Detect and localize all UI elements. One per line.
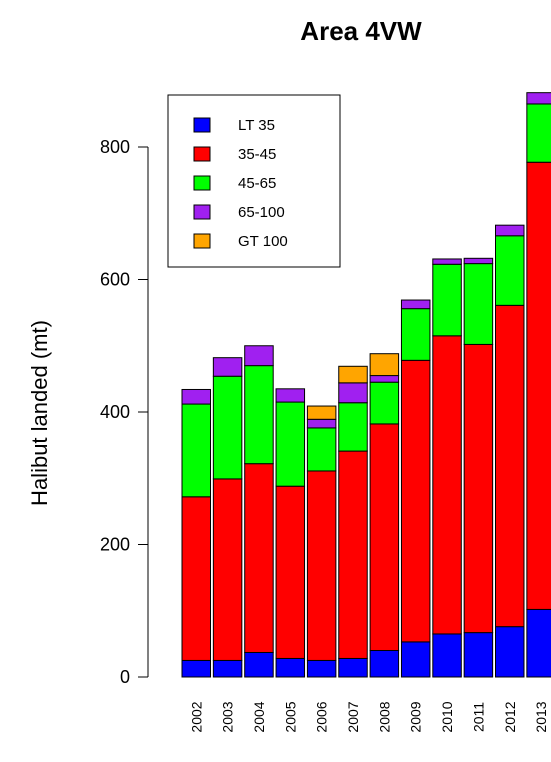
bar-segment bbox=[275, 401, 306, 487]
legend-label: GT 100 bbox=[238, 233, 288, 250]
bar-segment bbox=[338, 365, 368, 384]
bar-segment bbox=[495, 235, 525, 306]
bar-segment bbox=[432, 335, 462, 635]
legend-label: 45-65 bbox=[238, 175, 276, 192]
legend-swatch bbox=[193, 117, 211, 133]
bar-segment bbox=[338, 382, 368, 404]
x-tick-label: 2002 bbox=[188, 701, 204, 732]
bar-segment bbox=[526, 161, 551, 610]
y-tick-label: 0 bbox=[120, 667, 130, 687]
x-tick-label: 2010 bbox=[439, 701, 455, 732]
bar-segment bbox=[400, 641, 431, 678]
y-tick-label: 600 bbox=[100, 270, 130, 290]
bar-stack-2010 bbox=[432, 258, 462, 678]
bar-segment bbox=[463, 632, 494, 678]
bar-segment bbox=[369, 375, 400, 383]
bar-segment bbox=[463, 343, 494, 634]
bar-segment bbox=[338, 657, 368, 678]
bar-segment bbox=[432, 633, 462, 678]
bar-segment bbox=[244, 365, 274, 465]
x-tick-label: 2005 bbox=[282, 701, 298, 732]
bar-segment bbox=[306, 418, 337, 429]
bar-segment bbox=[338, 450, 368, 659]
y-axis-label: Halibut landed (mt) bbox=[27, 320, 52, 506]
bar-segment bbox=[463, 257, 494, 265]
bar-segment bbox=[306, 470, 337, 661]
x-tick-label: 2004 bbox=[251, 701, 267, 732]
y-tick-label: 400 bbox=[100, 402, 130, 422]
bar-segment bbox=[495, 626, 525, 678]
legend-label: LT 35 bbox=[238, 117, 275, 134]
bar-stack-2011 bbox=[463, 257, 494, 678]
bar-segment bbox=[181, 496, 211, 661]
bar-segment bbox=[275, 657, 306, 678]
x-axis: 2002 2003 2004 2005 2006 2007 2008 2009 2010 2011… bbox=[188, 701, 549, 732]
bar-segment bbox=[526, 608, 551, 678]
x-tick-label: 2009 bbox=[408, 701, 424, 732]
bar-segment bbox=[306, 405, 337, 420]
bar-segment bbox=[495, 224, 525, 237]
x-tick-label: 2003 bbox=[220, 701, 236, 732]
bar-segment bbox=[244, 651, 274, 678]
bar-stack-2013 bbox=[526, 92, 551, 678]
y-axis: 0 200 400 600 800 bbox=[100, 137, 149, 687]
bar-segment bbox=[181, 388, 211, 405]
bar-segment bbox=[212, 659, 243, 678]
bar-segment bbox=[526, 103, 551, 163]
x-tick-label: 2007 bbox=[345, 701, 361, 732]
bar-segment bbox=[306, 659, 337, 678]
bar-segment bbox=[244, 345, 274, 367]
bar-segment bbox=[400, 359, 431, 643]
bar-segment bbox=[275, 485, 306, 659]
bar-segment bbox=[306, 427, 337, 472]
bars bbox=[181, 92, 551, 678]
bar-stack-2004 bbox=[244, 345, 274, 678]
legend-swatch bbox=[193, 204, 211, 220]
bar-segment bbox=[275, 388, 306, 403]
x-tick-label: 2013 bbox=[533, 701, 549, 732]
legend: LT 35 35-45 45-65 65-100 GT 100 bbox=[167, 94, 341, 268]
bar-segment bbox=[369, 381, 400, 425]
bar-segment bbox=[526, 92, 551, 105]
bar-stack-2009 bbox=[400, 299, 431, 678]
chart-title: Area 4VW bbox=[300, 16, 422, 46]
bar-segment bbox=[432, 263, 462, 337]
legend-swatch bbox=[193, 146, 211, 162]
y-tick-label: 200 bbox=[100, 535, 130, 555]
bar-segment bbox=[212, 375, 243, 480]
bar-stack-2006 bbox=[306, 405, 337, 678]
bar-segment bbox=[400, 299, 431, 310]
bar-segment bbox=[244, 463, 274, 653]
bar-segment bbox=[400, 308, 431, 361]
legend-label: 35-45 bbox=[238, 146, 276, 163]
bar-segment bbox=[212, 478, 243, 661]
bar-segment bbox=[181, 403, 211, 498]
legend-swatch bbox=[193, 175, 211, 191]
bar-stack-2005 bbox=[275, 388, 306, 678]
x-tick-label: 2011 bbox=[470, 702, 486, 732]
bar-segment bbox=[369, 353, 400, 377]
x-tick-label: 2008 bbox=[376, 701, 392, 732]
bar-segment bbox=[369, 650, 400, 678]
x-tick-label: 2006 bbox=[314, 701, 330, 732]
bar-segment bbox=[432, 258, 462, 265]
bar-segment bbox=[212, 357, 243, 377]
bar-segment bbox=[338, 402, 368, 452]
x-tick-label: 2012 bbox=[502, 701, 518, 732]
bar-stack-2008 bbox=[369, 353, 400, 678]
bar-segment bbox=[495, 304, 525, 628]
bar-stack-2007 bbox=[338, 365, 368, 678]
bar-segment bbox=[369, 423, 400, 651]
bar-stack-2012 bbox=[495, 224, 525, 678]
y-tick-label: 800 bbox=[100, 137, 130, 157]
bar-stack-2002 bbox=[181, 388, 211, 678]
bar-segment bbox=[463, 263, 494, 345]
legend-swatch bbox=[193, 233, 211, 249]
legend-label: 65-100 bbox=[238, 204, 285, 221]
bar-stack-2003 bbox=[212, 357, 243, 678]
bar-segment bbox=[181, 659, 211, 678]
